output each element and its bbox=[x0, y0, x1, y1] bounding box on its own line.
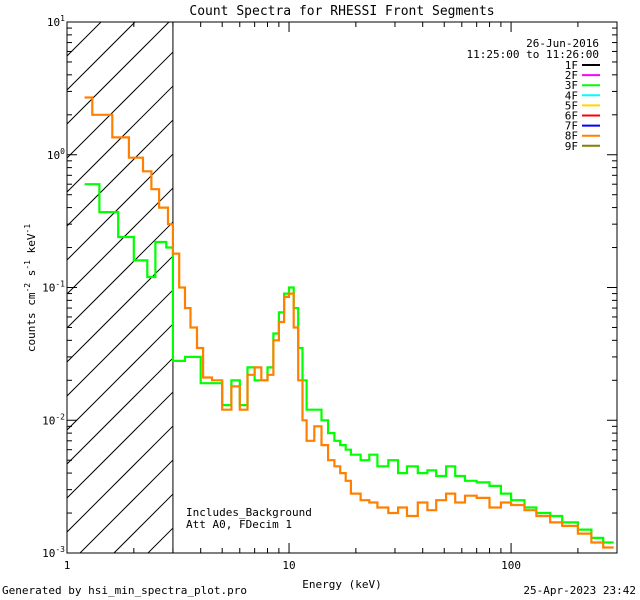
legend-label-3F: 3F bbox=[565, 79, 578, 92]
hatch-line bbox=[67, 153, 174, 261]
x-axis-label: Energy (keV) bbox=[302, 578, 381, 591]
hatch-line bbox=[67, 289, 174, 397]
hatch-line bbox=[67, 357, 174, 465]
hatch-line bbox=[67, 119, 174, 227]
y-tick-label: 101 bbox=[47, 14, 65, 29]
hatched-region bbox=[67, 22, 174, 553]
time-range-label: 11:25:00 to 11:26:00 bbox=[467, 48, 599, 61]
legend-label-4F: 4F bbox=[565, 89, 578, 102]
x-tick-label: 1 bbox=[64, 559, 71, 572]
x-tick-label: 100 bbox=[501, 559, 521, 572]
hatch-line bbox=[67, 255, 174, 363]
hatch-line bbox=[67, 22, 102, 57]
y-tick-label: 10-2 bbox=[42, 412, 65, 427]
legend-label-1F: 1F bbox=[565, 59, 578, 72]
hatch-line bbox=[67, 51, 174, 159]
annotation-attenuator: Att A0, FDecim 1 bbox=[186, 518, 292, 531]
y-tick-label: 100 bbox=[47, 147, 65, 162]
hatch-line bbox=[67, 85, 174, 193]
hatch-line bbox=[67, 425, 174, 533]
hatch-line bbox=[113, 493, 174, 553]
hatch-line bbox=[67, 187, 174, 295]
legend-label-7F: 7F bbox=[565, 120, 578, 133]
generated-by-footer: Generated by hsi_min_spectra_plot.pro bbox=[2, 584, 247, 597]
legend-label-8F: 8F bbox=[565, 130, 578, 143]
series-line-3F bbox=[84, 183, 614, 544]
legend-label-5F: 5F bbox=[565, 99, 578, 112]
date-label: 26-Jun-2016 bbox=[526, 37, 599, 50]
legend-label-9F: 9F bbox=[565, 140, 578, 153]
timestamp-footer: 25-Apr-2023 23:42 bbox=[523, 584, 636, 597]
hatch-line bbox=[67, 221, 174, 329]
hatch-line bbox=[67, 391, 174, 499]
y-axis-label: counts cm-2 s-1 keV-1 bbox=[23, 224, 38, 352]
hatch-line bbox=[67, 323, 174, 431]
y-tick-label: 10-1 bbox=[42, 280, 65, 295]
chart-title: Count Spectra for RHESSI Front Segments bbox=[189, 4, 494, 19]
hatch-line bbox=[67, 22, 170, 125]
legend-label-2F: 2F bbox=[565, 69, 578, 82]
hatch-line bbox=[67, 22, 136, 91]
legend-label-6F: 6F bbox=[565, 110, 578, 123]
hatch-line bbox=[147, 527, 174, 553]
hatch-line bbox=[79, 459, 174, 553]
y-tick-label: 10-3 bbox=[42, 545, 65, 560]
x-tick-label: 10 bbox=[282, 559, 295, 572]
series-line-8F bbox=[84, 96, 614, 549]
annotation-background: Includes_Background bbox=[186, 506, 312, 519]
